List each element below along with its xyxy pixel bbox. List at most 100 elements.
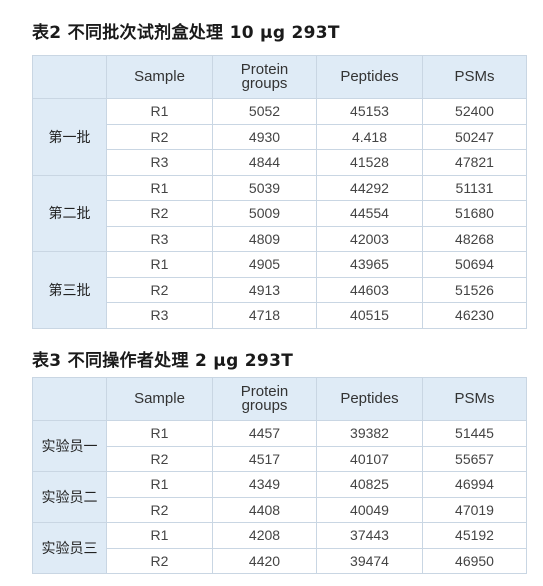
psms-cell: 48268 xyxy=(422,225,527,252)
psms-cell: 52400 xyxy=(422,98,527,125)
protein-cell: 4420 xyxy=(212,547,317,574)
protein-cell: 4349 xyxy=(212,471,317,498)
psms-cell: 46230 xyxy=(422,302,527,329)
sample-cell: R2 xyxy=(106,445,213,472)
psms-cell: 45192 xyxy=(422,522,527,549)
sample-cell: R1 xyxy=(106,98,213,125)
table2: Sample Protein groups Peptides PSMs 第一批 R… xyxy=(32,55,527,329)
table-row: R2 4420 39474 46950 xyxy=(33,547,527,574)
psms-cell: 51680 xyxy=(422,200,527,227)
table-row: R3 4844 41528 47821 xyxy=(33,149,527,176)
table-row: 实验员三 R1 4208 37443 45192 xyxy=(32,522,527,574)
protein-cell: 4718 xyxy=(212,302,317,329)
sample-cell: R1 xyxy=(106,174,213,201)
sample-cell: R2 xyxy=(106,276,213,303)
operator-label: 实验员三 xyxy=(32,522,107,574)
table3-header-corner xyxy=(32,377,107,421)
peptides-cell: 44554 xyxy=(316,200,423,227)
table-row: 第三批 R1 4905 43965 50694 xyxy=(32,251,527,329)
psms-cell: 46994 xyxy=(422,471,527,498)
peptides-cell: 41528 xyxy=(316,149,423,176)
sample-cell: R2 xyxy=(106,496,213,523)
sample-cell: R1 xyxy=(106,251,213,278)
sample-cell: R2 xyxy=(106,547,213,574)
protein-cell: 4905 xyxy=(212,251,317,278)
table-row: R2 4517 40107 55657 xyxy=(33,445,527,472)
batch-label: 第二批 xyxy=(32,174,107,252)
peptides-cell: 43965 xyxy=(316,251,423,278)
protein-cell: 4457 xyxy=(212,420,317,447)
peptides-cell: 39474 xyxy=(316,547,423,574)
peptides-cell: 40049 xyxy=(316,496,423,523)
psms-cell: 55657 xyxy=(422,445,527,472)
sample-cell: R1 xyxy=(106,522,213,549)
sample-cell: R1 xyxy=(106,471,213,498)
protein-cell: 4517 xyxy=(212,445,317,472)
protein-cell: 4930 xyxy=(212,123,317,150)
table3-header-sample: Sample xyxy=(106,377,213,421)
sample-cell: R3 xyxy=(106,149,213,176)
table-row: 第二批 R1 5039 44292 51131 xyxy=(32,174,527,252)
protein-cell: 4208 xyxy=(212,522,317,549)
protein-cell: 4408 xyxy=(212,496,317,523)
table3-header-protein-groups: Protein groups xyxy=(212,377,317,421)
psms-cell: 50694 xyxy=(422,251,527,278)
header-protein-line1: Protein xyxy=(240,61,289,78)
psms-cell: 51131 xyxy=(422,174,527,201)
peptides-cell: 39382 xyxy=(316,420,423,447)
peptides-cell: 45153 xyxy=(316,98,423,125)
table2-title: 表2 不同批次试剂盒处理 10 μg 293T xyxy=(32,23,340,43)
table2-header-sample: Sample xyxy=(106,55,213,99)
protein-cell: 4809 xyxy=(212,225,317,252)
peptides-cell: 40825 xyxy=(316,471,423,498)
psms-cell: 46950 xyxy=(422,547,527,574)
sample-cell: R3 xyxy=(106,225,213,252)
protein-cell: 5039 xyxy=(212,174,317,201)
table2-header-protein-groups: Protein groups xyxy=(212,55,317,99)
table-row: R2 4913 44603 51526 xyxy=(33,276,527,303)
peptides-cell: 44603 xyxy=(316,276,423,303)
protein-cell: 5009 xyxy=(212,200,317,227)
psms-cell: 47821 xyxy=(422,149,527,176)
table3-header-row: Sample Protein groups Peptides PSMs xyxy=(32,377,527,421)
header-protein-line2: groups xyxy=(241,75,288,92)
table-row: R2 5009 44554 51680 xyxy=(33,200,527,227)
peptides-cell: 4.418 xyxy=(316,123,423,150)
table3-header-psms: PSMs xyxy=(422,377,527,421)
sample-cell: R1 xyxy=(106,420,213,447)
batch-label: 第一批 xyxy=(32,98,107,176)
protein-cell: 4844 xyxy=(212,149,317,176)
protein-cell: 4913 xyxy=(212,276,317,303)
table-row: R2 4408 40049 47019 xyxy=(33,496,527,523)
peptides-cell: 40107 xyxy=(316,445,423,472)
psms-cell: 51445 xyxy=(422,420,527,447)
table-row: 实验员二 R1 4349 40825 46994 xyxy=(32,471,527,523)
table3: Sample Protein groups Peptides PSMs 实验员一 … xyxy=(32,377,527,574)
peptides-cell: 40515 xyxy=(316,302,423,329)
batch-label: 第三批 xyxy=(32,251,107,329)
header-protein-line2: groups xyxy=(241,397,288,414)
table3-title: 表3 不同操作者处理 2 μg 293T xyxy=(32,351,294,371)
table2-header-peptides: Peptides xyxy=(316,55,423,99)
psms-cell: 50247 xyxy=(422,123,527,150)
psms-cell: 47019 xyxy=(422,496,527,523)
table-row: 实验员一 R1 4457 39382 51445 xyxy=(32,420,527,472)
table-row: R3 4809 42003 48268 xyxy=(33,225,527,252)
sample-cell: R2 xyxy=(106,200,213,227)
sample-cell: R3 xyxy=(106,302,213,329)
table2-header-corner xyxy=(32,55,107,99)
psms-cell: 51526 xyxy=(422,276,527,303)
table3-header-peptides: Peptides xyxy=(316,377,423,421)
operator-label: 实验员一 xyxy=(32,420,107,472)
peptides-cell: 42003 xyxy=(316,225,423,252)
table-row: 第一批 R1 5052 45153 52400 xyxy=(32,98,527,176)
table2-header-psms: PSMs xyxy=(422,55,527,99)
sample-cell: R2 xyxy=(106,123,213,150)
table-row: R2 4930 4.418 50247 xyxy=(33,123,527,150)
header-protein-line1: Protein xyxy=(240,383,289,400)
table-row: R3 4718 40515 46230 xyxy=(33,302,527,329)
protein-cell: 5052 xyxy=(212,98,317,125)
table2-header-row: Sample Protein groups Peptides PSMs xyxy=(32,55,527,99)
operator-label: 实验员二 xyxy=(32,471,107,523)
peptides-cell: 44292 xyxy=(316,174,423,201)
